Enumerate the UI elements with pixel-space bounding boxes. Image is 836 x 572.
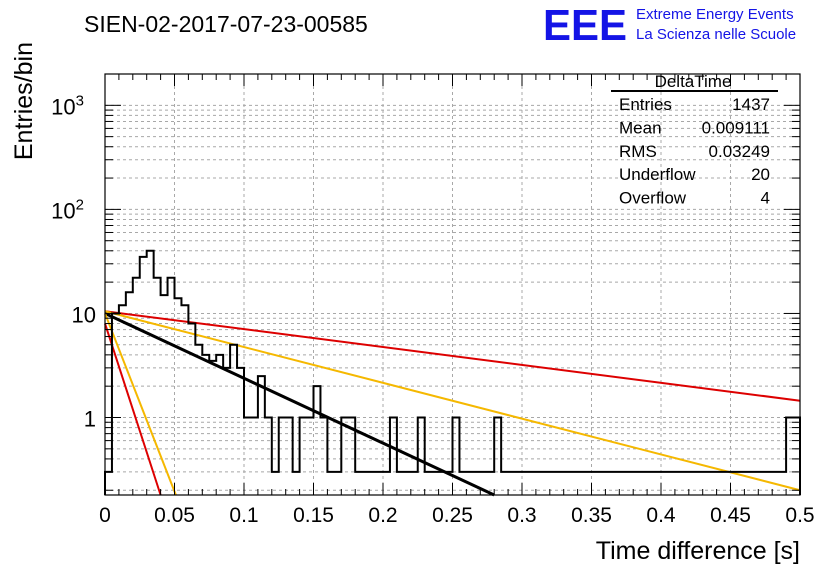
- y-tick-label: 103: [51, 92, 84, 119]
- fit-line-2: [104, 310, 801, 402]
- fit-line-1: [104, 312, 495, 497]
- stats-label: RMS: [619, 142, 657, 161]
- y-axis-label: Entries/bin: [10, 42, 38, 160]
- stats-label: Entries: [619, 95, 672, 114]
- y-tick-label: 10: [72, 302, 96, 327]
- fit-line-5: [104, 313, 177, 496]
- x-tick-label: 0.1: [229, 504, 258, 527]
- stats-label: Mean: [619, 118, 662, 137]
- x-tick-label: 0.35: [571, 504, 612, 527]
- histogram-series: [104, 249, 801, 495]
- x-tick-label: 0.15: [293, 504, 334, 527]
- stats-title: DeltaTime: [655, 72, 732, 91]
- logo-line-1: Extreme Energy Events: [636, 6, 794, 23]
- x-tick-label: 0.45: [710, 504, 751, 527]
- run-title: SIEN-02-2017-07-23-00585: [84, 11, 368, 37]
- stats-label: Underflow: [619, 165, 696, 184]
- y-tick-label: 1: [84, 407, 96, 432]
- y-tick-label: 102: [51, 196, 84, 223]
- stats-value: 4: [761, 189, 770, 208]
- x-tick-label: 0: [99, 504, 111, 527]
- x-tick-labels: 0 0.05 0.1 0.15 0.2 0.25 0.3 0.35 0.4 0.45 0.5: [99, 504, 814, 527]
- histogram-step: [104, 249, 801, 495]
- fit-line-3: [104, 310, 801, 492]
- x-tick-label: 0.2: [368, 504, 397, 527]
- fit-line-4: [104, 323, 162, 496]
- stats-label: Overflow: [619, 189, 687, 208]
- axis-ticks: [104, 73, 801, 495]
- x-axis-label: Time difference [s]: [596, 537, 800, 565]
- x-tick-label: 0.25: [432, 504, 473, 527]
- stats-value: 0.03249: [709, 142, 770, 161]
- stats-value: 1437: [732, 95, 770, 114]
- grid-lines: [105, 73, 800, 495]
- eee-logo: EEE: [543, 1, 627, 50]
- stats-value: 20: [751, 165, 770, 184]
- logo-line-2: La Scienza nelle Scuole: [636, 26, 796, 43]
- x-tick-label: 0.3: [507, 504, 536, 527]
- stats-box: DeltaTime Entries 1437 Mean 0.009111 RMS 0.03…: [611, 72, 778, 208]
- x-tick-label: 0.5: [785, 504, 814, 527]
- x-tick-label: 0.4: [646, 504, 676, 527]
- x-tick-label: 0.05: [154, 504, 195, 527]
- stats-value: 0.009111: [702, 118, 770, 137]
- fit-lines: [104, 310, 801, 497]
- y-tick-labels: 1 10 102 103: [51, 92, 96, 431]
